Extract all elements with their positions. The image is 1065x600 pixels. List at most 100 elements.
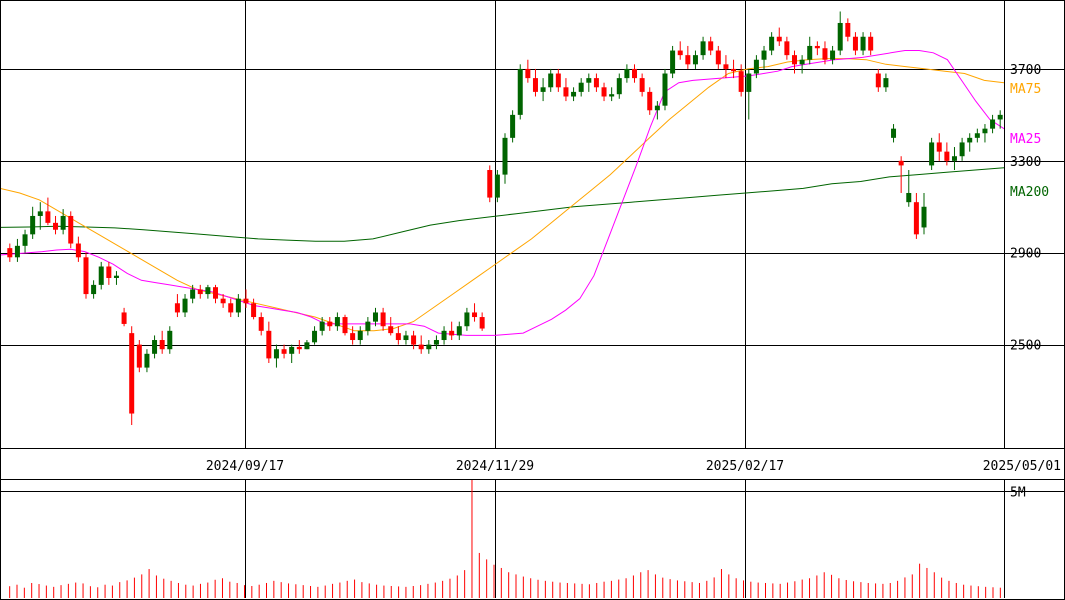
candle-body	[205, 287, 211, 295]
date-tick-label: 2024/11/29	[456, 459, 534, 474]
candle-body	[990, 119, 996, 129]
candle-body	[174, 303, 180, 313]
candle-body	[982, 128, 988, 134]
candle-body	[388, 326, 394, 334]
candle-body	[616, 78, 622, 95]
candle-body	[296, 346, 302, 350]
candle-body	[997, 114, 1003, 120]
candle-body	[312, 330, 318, 343]
volume-bars	[9, 480, 1001, 598]
candle-body	[654, 105, 660, 111]
candle-body	[7, 248, 13, 258]
candle-body	[91, 284, 97, 295]
candle-body	[403, 335, 409, 341]
candle-body	[746, 73, 752, 92]
candle-body	[791, 55, 797, 65]
candle-body	[449, 330, 455, 336]
candle-body	[289, 346, 295, 354]
candle-body	[395, 333, 401, 341]
candle-body	[517, 68, 523, 115]
candle-body	[609, 94, 615, 97]
candle-body	[456, 326, 462, 336]
candle-body	[334, 317, 340, 327]
candle-body	[685, 55, 691, 65]
candle-body	[959, 142, 965, 157]
candle-body	[418, 344, 424, 350]
candle-body	[662, 73, 668, 106]
candle-body	[433, 340, 439, 345]
candle-body	[136, 344, 142, 368]
candle-body	[113, 275, 119, 278]
candle-body	[30, 215, 36, 235]
candle-body	[190, 289, 196, 299]
candle-body	[182, 298, 188, 313]
candle-body	[441, 330, 447, 341]
price-tick-label: 3300	[1010, 155, 1041, 170]
candle-body	[761, 50, 767, 60]
candle-body	[540, 87, 546, 92]
candle-body	[273, 349, 279, 359]
candle-body	[327, 321, 333, 327]
candle-body	[822, 48, 828, 60]
candle-body	[350, 333, 356, 341]
candle-body	[639, 78, 645, 92]
candle-body	[197, 289, 203, 295]
legend-ma25: MA25	[1010, 132, 1041, 147]
candle-body	[144, 353, 150, 368]
candle-body	[868, 36, 874, 51]
candle-body	[380, 312, 386, 327]
candle-body	[213, 287, 219, 299]
candle-body	[83, 257, 89, 295]
candle-body	[807, 45, 813, 60]
legend-ma75: MA75	[1010, 82, 1041, 97]
candle-body	[898, 160, 904, 166]
candle-body	[731, 68, 737, 72]
candle-body	[692, 55, 698, 65]
volume-tick-label: 5M	[1010, 486, 1026, 501]
candle-body	[502, 137, 508, 175]
candle-body	[753, 59, 759, 74]
candle-body	[944, 151, 950, 161]
candle-body	[776, 36, 782, 42]
candle-body	[708, 41, 714, 51]
candle-body	[266, 330, 272, 359]
candle-body	[700, 41, 706, 56]
candle-body	[228, 303, 234, 313]
date-tick-label: 2025/02/17	[706, 459, 784, 474]
candle-body	[852, 36, 858, 51]
candle-body	[837, 22, 843, 51]
candle-body	[601, 87, 607, 97]
candle-body	[929, 142, 935, 166]
candle-body	[60, 215, 66, 230]
candle-body	[14, 245, 20, 258]
candle-body	[319, 321, 325, 331]
candle-body	[121, 312, 127, 324]
candle-body	[578, 82, 584, 92]
candle-body	[45, 211, 51, 223]
candle-body	[784, 41, 790, 56]
candle-body	[593, 78, 599, 88]
candle-body	[235, 298, 241, 313]
price-tick-label: 2500	[1010, 339, 1041, 354]
candle-body	[22, 234, 28, 246]
candle-body	[586, 78, 592, 83]
candle-body	[68, 215, 74, 244]
candle-body	[974, 133, 980, 138]
candle-body	[487, 170, 493, 198]
candle-body	[53, 222, 59, 230]
candle-body	[357, 330, 363, 341]
ma25-line	[0, 50, 1005, 336]
candle-body	[258, 317, 264, 331]
candle-body	[647, 91, 653, 111]
candle-body	[677, 50, 683, 56]
candle-body	[875, 73, 881, 88]
candle-body	[167, 330, 173, 350]
date-tick-label: 2024/09/17	[206, 459, 284, 474]
candle-body	[159, 340, 165, 350]
price-tick-label: 3700	[1010, 63, 1041, 78]
moving-average-lines	[0, 50, 1005, 336]
candle-body	[860, 36, 866, 51]
axis-labels: 2500 2900 3300 3700 MA75 MA25 MA200 2024/09/17 2…	[206, 63, 1061, 501]
